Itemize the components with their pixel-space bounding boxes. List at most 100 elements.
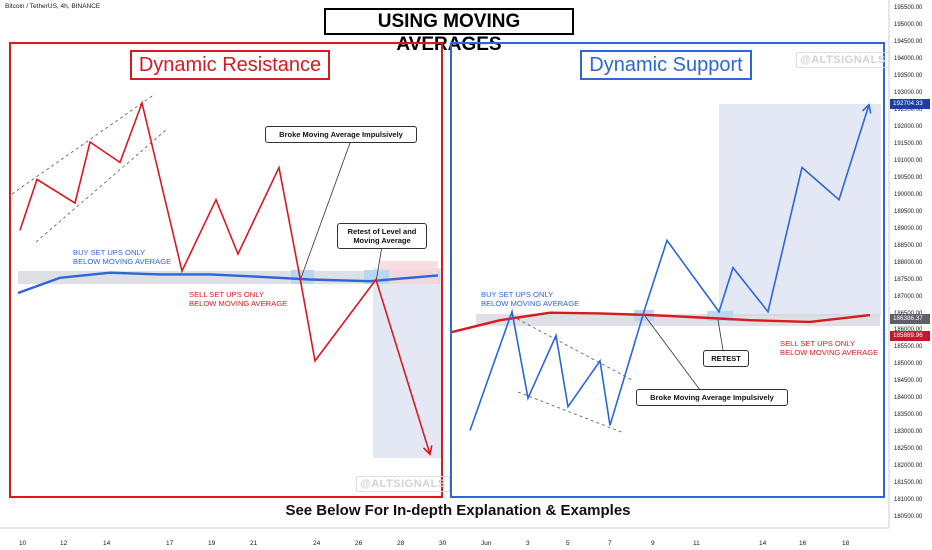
time-tick-label: Jun xyxy=(481,540,492,547)
right-sell-note-line2: BELOW MOVING AVERAGE xyxy=(780,348,879,357)
right-sell-note: SELL SET UPS ONLY BELOW MOVING AVERAGE xyxy=(780,339,878,357)
right-break-callout-pointer xyxy=(644,315,701,391)
price-tick-label: 181500.00 xyxy=(894,480,923,487)
right-ma-band xyxy=(476,314,880,326)
footer-caption: See Below For In-depth Explanation & Exa… xyxy=(285,502,631,519)
left-buy-note-line1: BUY SET UPS ONLY xyxy=(73,248,146,257)
price-tick-label: 194000.00 xyxy=(894,55,923,62)
right-channel-upper xyxy=(511,315,633,381)
left-sell-note-line1: SELL SET UPS ONLY xyxy=(189,290,264,299)
time-tick-label: 9 xyxy=(651,540,655,547)
price-tick-label: 195000.00 xyxy=(894,22,923,28)
price-tick-label: 182000.00 xyxy=(894,463,923,470)
right-breakout-zone xyxy=(719,104,881,316)
price-tick-label: 187000.00 xyxy=(894,293,923,300)
time-tick-label: 28 xyxy=(397,540,405,547)
left-retest-callout-pointer xyxy=(375,245,383,283)
price-tick-label: 188000.00 xyxy=(894,259,923,266)
left-price-line xyxy=(19,100,431,455)
price-tag-current: 192704.33 xyxy=(890,99,930,109)
left-price-arrowhead xyxy=(422,445,433,456)
time-tick-label: 19 xyxy=(208,540,216,547)
left-moving-average-line xyxy=(17,271,439,295)
time-tick-label: 10 xyxy=(19,540,27,547)
right-sell-note-line1: SELL SET UPS ONLY xyxy=(780,339,855,348)
right-panel-title: Dynamic Support xyxy=(580,50,752,80)
price-tick-label: 187500.00 xyxy=(894,276,923,283)
price-tick-label: 183000.00 xyxy=(894,429,923,436)
right-buy-note-line2: BELOW MOVING AVERAGE xyxy=(481,299,580,308)
price-tick-label: 193500.00 xyxy=(894,72,923,79)
price-tick-label: 190000.00 xyxy=(894,191,923,198)
left-panel-title: Dynamic Resistance xyxy=(130,50,330,80)
left-watermark: @ALTSIGNALS xyxy=(356,476,450,492)
left-buy-note: BUY SET UPS ONLY BELOW MOVING AVERAGE xyxy=(73,248,171,266)
left-break-callout-pointer xyxy=(300,142,351,279)
left-panel-frame xyxy=(9,42,443,498)
right-moving-average-line xyxy=(451,311,871,334)
time-tick-label: 11 xyxy=(693,540,700,547)
right-retest-callout: RETEST xyxy=(703,350,749,367)
price-tick-label: 180500.00 xyxy=(894,514,923,521)
price-tick-label: 192500.00 xyxy=(894,106,923,113)
time-tick-label: 24 xyxy=(313,540,321,547)
price-tick-label: 194500.00 xyxy=(894,38,923,45)
price-tick-label: 185500.00 xyxy=(894,344,923,351)
time-tick-label: 14 xyxy=(759,540,767,547)
time-tick-label: 30 xyxy=(439,540,447,547)
right-price-line xyxy=(469,104,870,431)
price-tick-label: 191500.00 xyxy=(894,140,923,147)
price-tick-label: 183500.00 xyxy=(894,412,923,419)
price-tick-label: 195500.00 xyxy=(894,5,923,11)
right-price-arrowhead xyxy=(861,103,872,114)
price-tick-label: 189500.00 xyxy=(894,208,923,215)
left-buy-note-line2: BELOW MOVING AVERAGE xyxy=(73,257,172,266)
right-retest-marker xyxy=(707,311,733,321)
time-tick-label: 7 xyxy=(608,540,612,547)
price-tick-label: 182500.00 xyxy=(894,446,923,453)
price-tick-label: 190500.00 xyxy=(894,174,923,181)
time-tick-label: 14 xyxy=(103,540,111,547)
right-break-callout: Broke Moving Average Impulsively xyxy=(636,389,788,406)
price-tick-label: 185000.00 xyxy=(894,361,923,368)
time-tick-label: 16 xyxy=(799,540,807,547)
left-sell-note: SELL SET UPS ONLY BELOW MOVING AVERAGE xyxy=(189,290,287,308)
left-break-callout: Broke Moving Average Impulsively xyxy=(265,126,417,143)
right-watermark: @ALTSIGNALS xyxy=(796,52,890,68)
price-tick-label: 184000.00 xyxy=(894,395,923,402)
left-break-marker xyxy=(291,270,314,284)
time-tick-label: 26 xyxy=(355,540,363,547)
right-panel-frame xyxy=(450,42,885,498)
time-tick-label: 17 xyxy=(166,540,174,547)
left-breakdown-zone xyxy=(373,268,441,458)
right-plot xyxy=(451,103,872,431)
time-tick-label: 5 xyxy=(566,540,570,547)
left-sell-note-line2: BELOW MOVING AVERAGE xyxy=(189,299,288,308)
price-tick-label: 181000.00 xyxy=(894,497,923,504)
price-tick-label: 192000.00 xyxy=(894,123,923,130)
time-tick-label: 12 xyxy=(60,540,68,547)
left-plot xyxy=(17,100,439,456)
price-tick-label: 184500.00 xyxy=(894,378,923,385)
main-title: USING MOVING AVERAGES xyxy=(324,8,574,55)
left-channel-lower xyxy=(35,129,167,243)
right-retest-callout-pointer xyxy=(717,319,724,351)
price-tick-label: 188500.00 xyxy=(894,242,923,249)
price-tick-label: 193000.00 xyxy=(894,89,923,96)
time-tick-label: 18 xyxy=(842,540,850,547)
time-tick-label: 21 xyxy=(250,540,258,547)
price-tick-label: 186000.00 xyxy=(894,326,922,334)
symbol-label: Bitcoin / TetherUS, 4h, BINANCE xyxy=(5,3,101,10)
left-retest-callout: Retest of Level and Moving Average xyxy=(337,223,427,249)
price-tick-label: 189000.00 xyxy=(894,225,923,232)
right-channel-lower xyxy=(517,391,625,434)
price-tag-red-ma: 185889.96 xyxy=(890,331,930,341)
right-buy-note-line1: BUY SET UPS ONLY xyxy=(481,290,554,299)
price-tick-label: 191000.00 xyxy=(894,157,923,164)
right-buy-note: BUY SET UPS ONLY BELOW MOVING AVERAGE xyxy=(481,290,579,308)
price-tick-label: 186500.00 xyxy=(894,310,922,318)
left-channel-upper xyxy=(11,93,156,195)
time-tick-label: 3 xyxy=(526,540,530,547)
price-tag-ma: 186386.37 xyxy=(890,314,930,324)
